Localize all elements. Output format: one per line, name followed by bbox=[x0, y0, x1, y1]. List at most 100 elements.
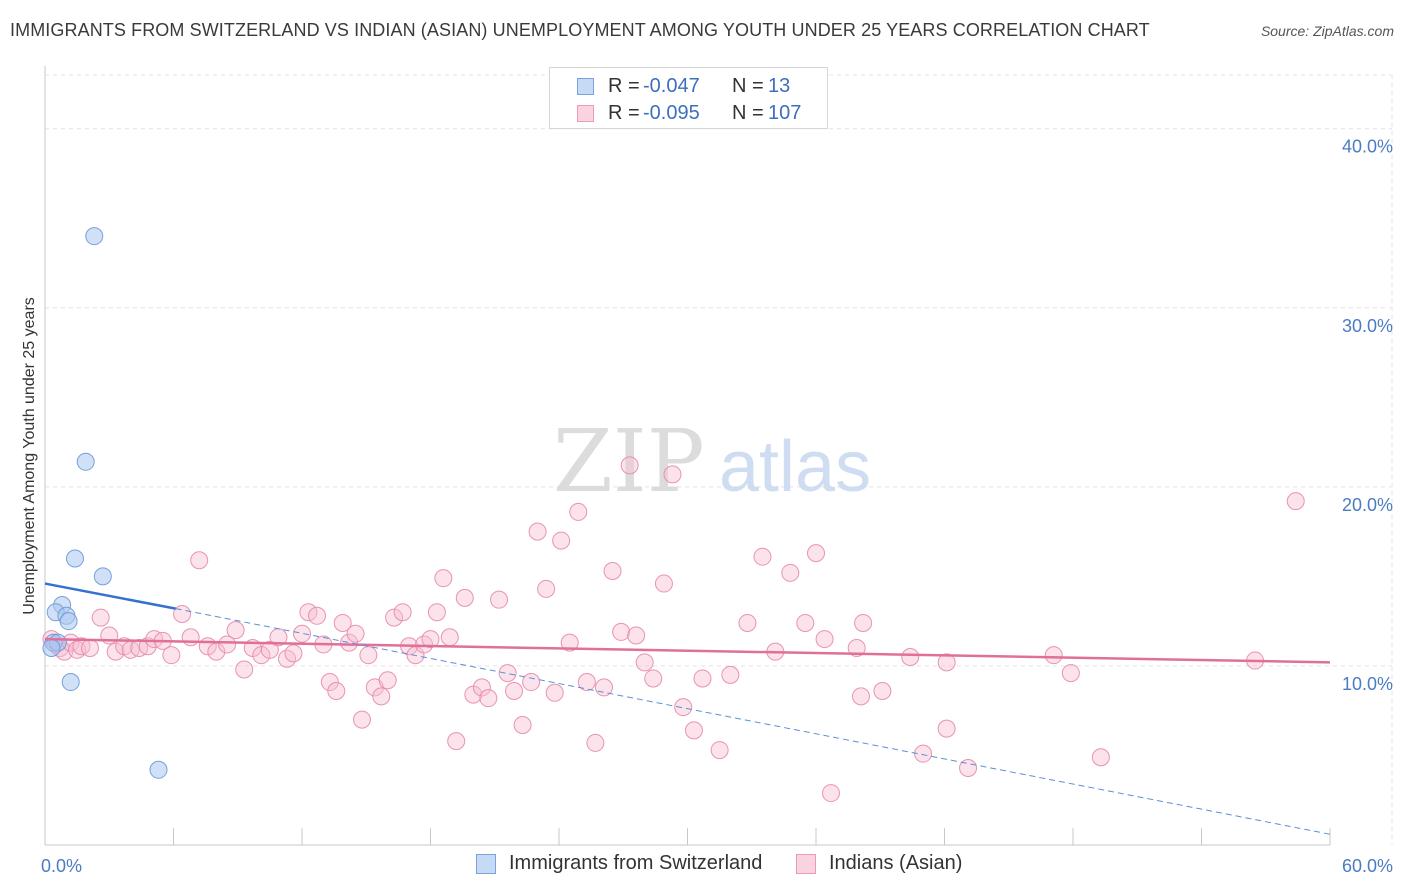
point-indians-asian bbox=[181, 628, 200, 647]
point-indians-asian bbox=[796, 613, 815, 632]
point-indians-asian bbox=[901, 647, 920, 666]
tick-labels: 10.0% 20.0% 30.0% 40.0% 0.0% 60.0% bbox=[41, 137, 1393, 876]
point-indians-asian bbox=[490, 590, 509, 609]
point-indians-asian bbox=[455, 588, 474, 607]
point-indians-asian bbox=[427, 603, 446, 622]
legend-r-label: R = bbox=[608, 75, 640, 97]
point-indians-asian bbox=[528, 522, 547, 541]
point-indians-asian bbox=[372, 687, 391, 706]
point-indians-asian bbox=[218, 635, 237, 654]
y-tick-label: 10.0% bbox=[1342, 674, 1393, 694]
point-indians-asian bbox=[821, 784, 840, 803]
point-indians-asian bbox=[854, 613, 873, 632]
point-indians-asian bbox=[327, 682, 346, 700]
bottom-legend-label-switzerland: Immigrants from Switzerland bbox=[509, 852, 763, 874]
point-indians-asian bbox=[914, 744, 933, 763]
watermark-zip: ZIP bbox=[553, 412, 705, 512]
point-indians-asian bbox=[847, 639, 866, 658]
point-indians-asian bbox=[552, 531, 571, 550]
watermark-atlas: atlas bbox=[719, 427, 871, 507]
point-indians-asian bbox=[472, 678, 491, 697]
point-indians-asian bbox=[807, 544, 825, 563]
point-indians-asian bbox=[162, 646, 181, 665]
point-indians-asian bbox=[937, 719, 956, 738]
y-tick-label: 30.0% bbox=[1342, 316, 1393, 336]
correlation-legend: R = -0.047 N = 13 R = -0.095 N = 107 bbox=[549, 67, 828, 129]
point-indians-asian bbox=[378, 671, 397, 690]
point-indians-asian bbox=[513, 716, 532, 735]
legend-swatch-switzerland bbox=[577, 78, 594, 95]
bottom-legend-label-indians: Indians (Asian) bbox=[829, 852, 963, 874]
x-tick-label: 60.0% bbox=[1342, 856, 1393, 876]
legend-n-label: N = bbox=[732, 102, 764, 124]
point-immigrants-from-switzerland bbox=[149, 760, 168, 779]
point-indians-asian bbox=[505, 682, 524, 700]
point-indians-asian bbox=[684, 721, 703, 740]
y-tick-label: 20.0% bbox=[1342, 495, 1393, 515]
bottom-legend-swatch-switzerland bbox=[476, 854, 496, 874]
point-indians-asian bbox=[106, 642, 125, 661]
trend-lines bbox=[44, 582, 1331, 835]
point-indians-asian bbox=[190, 551, 209, 570]
chart-title: IMMIGRANTS FROM SWITZERLAND VS INDIAN (A… bbox=[10, 20, 1150, 40]
point-indians-asian bbox=[753, 547, 772, 566]
point-indians-asian bbox=[421, 630, 440, 649]
legend-n-label: N = bbox=[732, 75, 764, 97]
axes bbox=[44, 66, 1331, 846]
series-indians-asian bbox=[42, 456, 1305, 803]
legend-r-value: -0.047 bbox=[643, 75, 700, 97]
point-indians-asian bbox=[545, 683, 564, 702]
point-indians-asian bbox=[1044, 646, 1063, 665]
point-indians-asian bbox=[663, 465, 682, 484]
point-indians-asian bbox=[340, 633, 359, 652]
point-indians-asian bbox=[851, 687, 870, 706]
point-indians-asian bbox=[260, 640, 279, 659]
point-indians-asian bbox=[447, 732, 466, 751]
point-indians-asian bbox=[569, 502, 588, 521]
trend-line-indians-asian bbox=[44, 637, 1331, 664]
point-immigrants-from-switzerland bbox=[61, 673, 80, 692]
point-indians-asian bbox=[307, 606, 326, 625]
point-indians-asian bbox=[522, 673, 541, 692]
legend-swatch-indians bbox=[577, 105, 594, 122]
x-tick-label: 0.0% bbox=[41, 856, 82, 876]
point-indians-asian bbox=[1091, 748, 1110, 767]
point-indians-asian bbox=[385, 608, 404, 627]
point-indians-asian bbox=[710, 741, 729, 760]
point-indians-asian bbox=[80, 639, 99, 658]
point-indians-asian bbox=[612, 622, 631, 641]
point-indians-asian bbox=[1286, 492, 1305, 511]
point-indians-asian bbox=[440, 628, 459, 647]
point-indians-asian bbox=[320, 673, 339, 692]
point-indians-asian bbox=[537, 579, 556, 598]
point-indians-asian bbox=[1061, 664, 1080, 683]
point-indians-asian bbox=[346, 624, 365, 643]
point-indians-asian bbox=[226, 621, 245, 640]
legend-n-value: 13 bbox=[768, 75, 791, 97]
point-indians-asian bbox=[693, 669, 712, 688]
point-indians-asian bbox=[434, 569, 453, 588]
point-immigrants-from-switzerland bbox=[93, 567, 112, 586]
point-indians-asian bbox=[635, 653, 654, 672]
point-indians-asian bbox=[815, 630, 834, 649]
bottom-legend-swatch-indians bbox=[796, 854, 816, 874]
trend-line-switzerland bbox=[44, 582, 176, 610]
point-indians-asian bbox=[620, 456, 639, 475]
point-indians-asian bbox=[654, 574, 673, 593]
point-indians-asian bbox=[560, 633, 579, 652]
point-indians-asian bbox=[333, 613, 352, 632]
series-immigrants-from-switzerland bbox=[42, 227, 168, 779]
point-indians-asian bbox=[627, 626, 646, 645]
point-immigrants-from-switzerland bbox=[42, 639, 61, 658]
point-indians-asian bbox=[873, 682, 892, 700]
point-immigrants-from-switzerland bbox=[76, 452, 95, 471]
point-indians-asian bbox=[235, 660, 254, 679]
point-indians-asian bbox=[498, 664, 517, 683]
point-indians-asian bbox=[393, 603, 412, 622]
point-indians-asian bbox=[293, 624, 311, 643]
source-credit: Source: ZipAtlas.com bbox=[1260, 23, 1394, 39]
y-tick-label: 40.0% bbox=[1342, 137, 1393, 157]
point-indians-asian bbox=[603, 562, 622, 581]
point-indians-asian bbox=[352, 710, 371, 729]
